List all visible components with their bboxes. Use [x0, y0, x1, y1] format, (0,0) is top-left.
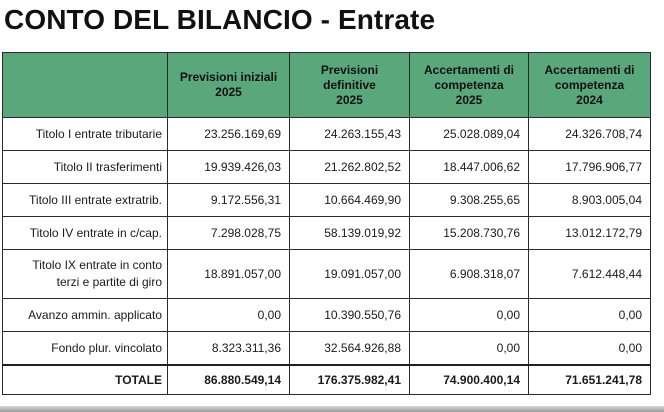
- cell-value: 13.012.172,79: [528, 216, 651, 250]
- cell-value: 0,00: [528, 331, 651, 366]
- row-label: Avanzo ammin. applicato: [2, 298, 168, 332]
- table-row: Titolo II trasferimenti 19.939.426,03 21…: [2, 150, 651, 184]
- bottom-edge-shadow: [0, 406, 664, 412]
- cell-value: 0,00: [167, 298, 290, 332]
- header-cell-previsioni-iniziali-2025: Previsioni iniziali 2025: [167, 52, 290, 118]
- row-label: Fondo plur. vincolato: [2, 331, 168, 366]
- cell-value: 9.308.255,65: [409, 183, 529, 217]
- total-value: 176.375.982,41: [289, 364, 410, 395]
- header-cell-accertamenti-2024: Accertamenti di competenza 2024: [528, 52, 651, 118]
- cell-value: 17.796.906,77: [528, 150, 651, 184]
- table-row: Avanzo ammin. applicato 0,00 10.390.550,…: [2, 298, 651, 332]
- row-label: Titolo III entrate extratrib.: [2, 183, 168, 217]
- cell-value: 24.263.155,43: [289, 117, 410, 151]
- table-row: Fondo plur. vincolato 8.323.311,36 32.56…: [2, 331, 651, 366]
- table-header-row: Previsioni iniziali 2025 Previsioni defini…: [2, 52, 651, 118]
- row-label: Titolo I entrate tributarie: [2, 117, 168, 151]
- cell-value: 7.612.448,44: [528, 249, 651, 299]
- header-cell-label: [2, 52, 168, 118]
- cell-value: 32.564.926,88: [289, 331, 410, 366]
- table-row: Titolo IX entrate in conto terzi e partit…: [2, 249, 651, 299]
- total-row: TOTALE 86.880.549,14 176.375.982,41 74.9…: [2, 364, 651, 395]
- header-cell-previsioni-definitive-2025: Previsioni definitive 2025: [289, 52, 410, 118]
- total-value: 74.900.400,14: [409, 364, 529, 395]
- cell-value: 25.028.089,04: [409, 117, 529, 151]
- cell-value: 24.326.708,74: [528, 117, 651, 151]
- table-row: Titolo IV entrate in c/cap. 7.298.028,75…: [2, 216, 651, 250]
- cell-value: 19.091.057,00: [289, 249, 410, 299]
- total-value: 86.880.549,14: [167, 364, 290, 395]
- budget-table-container: Previsioni iniziali 2025 Previsioni defini…: [2, 52, 651, 395]
- table-row: Titolo III entrate extratrib. 9.172.556,…: [2, 183, 651, 217]
- cell-value: 9.172.556,31: [167, 183, 290, 217]
- header-cell-accertamenti-2025: Accertamenti di competenza 2025: [409, 52, 529, 118]
- cell-value: 15.208.730,76: [409, 216, 529, 250]
- cell-value: 0,00: [409, 298, 529, 332]
- cell-value: 0,00: [528, 298, 651, 332]
- cell-value: 0,00: [409, 331, 529, 366]
- cell-value: 8.323.311,36: [167, 331, 290, 366]
- row-label: Titolo IX entrate in conto terzi e partit…: [2, 249, 168, 299]
- total-label: TOTALE: [2, 364, 168, 395]
- cell-value: 6.908.318,07: [409, 249, 529, 299]
- budget-table: Previsioni iniziali 2025 Previsioni defini…: [2, 52, 651, 395]
- row-label: Titolo IV entrate in c/cap.: [2, 216, 168, 250]
- page-title: CONTO DEL BILANCIO - Entrate: [4, 4, 436, 35]
- cell-value: 18.891.057,00: [167, 249, 290, 299]
- cell-value: 10.390.550,76: [289, 298, 410, 332]
- cell-value: 10.664.469,90: [289, 183, 410, 217]
- cell-value: 58.139.019,92: [289, 216, 410, 250]
- row-label: Titolo II trasferimenti: [2, 150, 168, 184]
- cell-value: 7.298.028,75: [167, 216, 290, 250]
- table-row: Titolo I entrate tributarie 23.256.169,6…: [2, 117, 651, 151]
- cell-value: 23.256.169,69: [167, 117, 290, 151]
- cell-value: 19.939.426,03: [167, 150, 290, 184]
- total-value: 71.651.241,78: [528, 364, 651, 395]
- cell-value: 18.447.006,62: [409, 150, 529, 184]
- cell-value: 8.903.005,04: [528, 183, 651, 217]
- cell-value: 21.262.802,52: [289, 150, 410, 184]
